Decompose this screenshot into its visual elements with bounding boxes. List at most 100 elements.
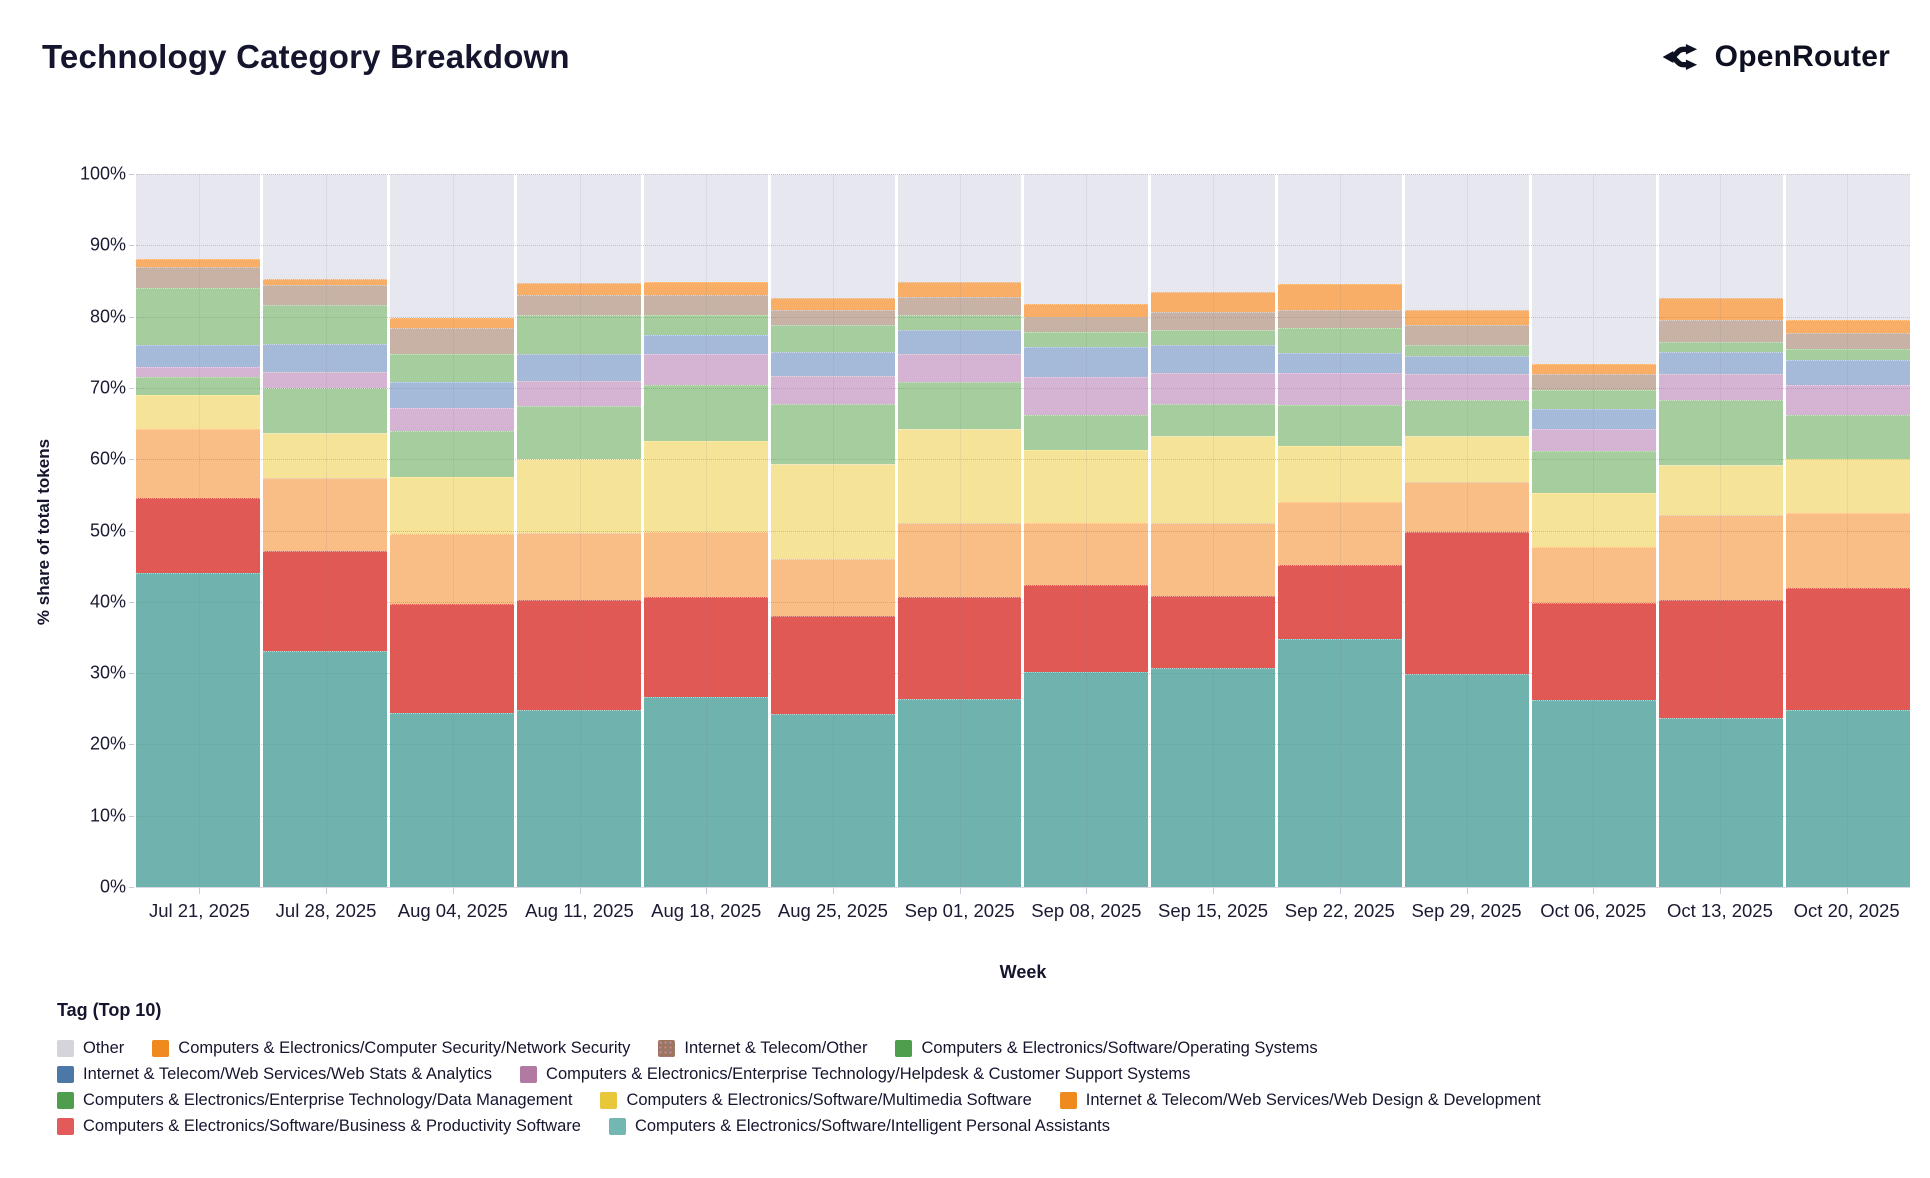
segment-multimedia[interactable] bbox=[516, 458, 641, 533]
segment-multimedia[interactable] bbox=[1405, 436, 1530, 483]
segment-os[interactable] bbox=[136, 288, 260, 346]
segment-webdesign[interactable] bbox=[1405, 482, 1530, 532]
segment-datamgmt[interactable] bbox=[389, 431, 514, 478]
segment-os[interactable] bbox=[1785, 348, 1910, 361]
segment-other[interactable] bbox=[136, 174, 260, 259]
legend-item-ipa[interactable]: Computers & Electronics/Software/Intelli… bbox=[608, 1117, 1110, 1136]
segment-ipa[interactable] bbox=[643, 696, 768, 887]
segment-itother[interactable] bbox=[770, 310, 895, 326]
segment-os[interactable] bbox=[1151, 330, 1276, 346]
segment-os[interactable] bbox=[1024, 332, 1149, 347]
segment-netsec[interactable] bbox=[1659, 298, 1783, 320]
segment-multimedia[interactable] bbox=[770, 464, 895, 560]
segment-helpdesk[interactable] bbox=[1659, 374, 1783, 401]
segment-other[interactable] bbox=[262, 174, 387, 279]
segment-multimedia[interactable] bbox=[897, 428, 1022, 523]
segment-netsec[interactable] bbox=[1785, 320, 1910, 334]
segment-helpdesk[interactable] bbox=[516, 380, 641, 406]
segment-os[interactable] bbox=[770, 325, 895, 352]
segment-multimedia[interactable] bbox=[1785, 458, 1910, 514]
segment-itother[interactable] bbox=[389, 328, 514, 354]
segment-os[interactable] bbox=[516, 315, 641, 354]
segment-other[interactable] bbox=[516, 174, 641, 284]
segment-webdesign[interactable] bbox=[1024, 523, 1149, 585]
segment-multimedia[interactable] bbox=[1278, 446, 1403, 503]
segment-webdesign[interactable] bbox=[1532, 546, 1657, 603]
legend-item-bp[interactable]: Computers & Electronics/Software/Busines… bbox=[57, 1117, 581, 1136]
segment-itother[interactable] bbox=[1278, 310, 1403, 329]
segment-ipa[interactable] bbox=[516, 710, 641, 887]
segment-os[interactable] bbox=[643, 315, 768, 336]
segment-bp[interactable] bbox=[1785, 588, 1910, 711]
segment-webstats[interactable] bbox=[136, 345, 260, 367]
segment-other[interactable] bbox=[1151, 174, 1276, 292]
segment-helpdesk[interactable] bbox=[643, 353, 768, 386]
segment-itother[interactable] bbox=[1532, 374, 1657, 391]
segment-webdesign[interactable] bbox=[1659, 514, 1783, 600]
segment-itother[interactable] bbox=[1785, 333, 1910, 349]
segment-datamgmt[interactable] bbox=[136, 377, 260, 396]
segment-netsec[interactable] bbox=[389, 318, 514, 329]
segment-os[interactable] bbox=[1659, 341, 1783, 352]
segment-datamgmt[interactable] bbox=[1151, 403, 1276, 437]
segment-multimedia[interactable] bbox=[1024, 449, 1149, 524]
segment-datamgmt[interactable] bbox=[1532, 451, 1657, 494]
segment-multimedia[interactable] bbox=[389, 477, 514, 535]
segment-netsec[interactable] bbox=[770, 298, 895, 311]
segment-other[interactable] bbox=[770, 174, 895, 299]
legend-item-webstats[interactable]: Internet & Telecom/Web Services/Web Stat… bbox=[57, 1065, 492, 1084]
segment-bp[interactable] bbox=[897, 596, 1022, 699]
segment-webstats[interactable] bbox=[1405, 355, 1530, 374]
segment-multimedia[interactable] bbox=[1532, 493, 1657, 547]
segment-os[interactable] bbox=[389, 353, 514, 383]
legend-item-multimedia[interactable]: Computers & Electronics/Software/Multime… bbox=[600, 1091, 1032, 1110]
segment-bp[interactable] bbox=[643, 596, 768, 697]
segment-datamgmt[interactable] bbox=[770, 404, 895, 465]
segment-webstats[interactable] bbox=[643, 335, 768, 354]
segment-other[interactable] bbox=[1024, 174, 1149, 304]
segment-itother[interactable] bbox=[1405, 325, 1530, 346]
segment-webdesign[interactable] bbox=[770, 559, 895, 617]
segment-webstats[interactable] bbox=[1659, 351, 1783, 375]
segment-ipa[interactable] bbox=[262, 651, 387, 887]
segment-bp[interactable] bbox=[1278, 564, 1403, 639]
segment-other[interactable] bbox=[1405, 174, 1530, 311]
segment-netsec[interactable] bbox=[1151, 291, 1276, 312]
segment-itother[interactable] bbox=[897, 296, 1022, 315]
segment-netsec[interactable] bbox=[1024, 303, 1149, 317]
segment-multimedia[interactable] bbox=[1151, 436, 1276, 524]
segment-ipa[interactable] bbox=[136, 573, 260, 887]
segment-bp[interactable] bbox=[770, 616, 895, 715]
segment-webstats[interactable] bbox=[262, 343, 387, 373]
segment-netsec[interactable] bbox=[1278, 283, 1403, 311]
segment-webdesign[interactable] bbox=[516, 532, 641, 601]
segment-helpdesk[interactable] bbox=[389, 407, 514, 432]
segment-webdesign[interactable] bbox=[389, 534, 514, 604]
segment-datamgmt[interactable] bbox=[1024, 415, 1149, 450]
segment-webstats[interactable] bbox=[897, 330, 1022, 354]
segment-netsec[interactable] bbox=[643, 281, 768, 296]
segment-multimedia[interactable] bbox=[262, 432, 387, 478]
segment-webstats[interactable] bbox=[1278, 353, 1403, 373]
segment-webdesign[interactable] bbox=[1785, 513, 1910, 589]
segment-datamgmt[interactable] bbox=[1659, 400, 1783, 465]
segment-os[interactable] bbox=[1405, 345, 1530, 356]
segment-itother[interactable] bbox=[1151, 311, 1276, 331]
segment-datamgmt[interactable] bbox=[643, 385, 768, 442]
segment-multimedia[interactable] bbox=[136, 395, 260, 429]
segment-datamgmt[interactable] bbox=[262, 387, 387, 433]
segment-other[interactable] bbox=[643, 174, 768, 282]
segment-webstats[interactable] bbox=[1024, 346, 1149, 378]
segment-netsec[interactable] bbox=[1532, 363, 1657, 375]
segment-ipa[interactable] bbox=[897, 698, 1022, 887]
legend-item-netsec[interactable]: Computers & Electronics/Computer Securit… bbox=[152, 1039, 630, 1058]
legend-item-itother[interactable]: Internet & Telecom/Other bbox=[658, 1039, 867, 1058]
segment-netsec[interactable] bbox=[897, 281, 1022, 297]
segment-netsec[interactable] bbox=[516, 283, 641, 296]
segment-datamgmt[interactable] bbox=[1405, 400, 1530, 437]
legend-item-helpdesk[interactable]: Computers & Electronics/Enterprise Techn… bbox=[520, 1065, 1190, 1084]
segment-webdesign[interactable] bbox=[1151, 523, 1276, 597]
segment-datamgmt[interactable] bbox=[897, 382, 1022, 429]
segment-bp[interactable] bbox=[1532, 602, 1657, 701]
segment-helpdesk[interactable] bbox=[1151, 372, 1276, 404]
